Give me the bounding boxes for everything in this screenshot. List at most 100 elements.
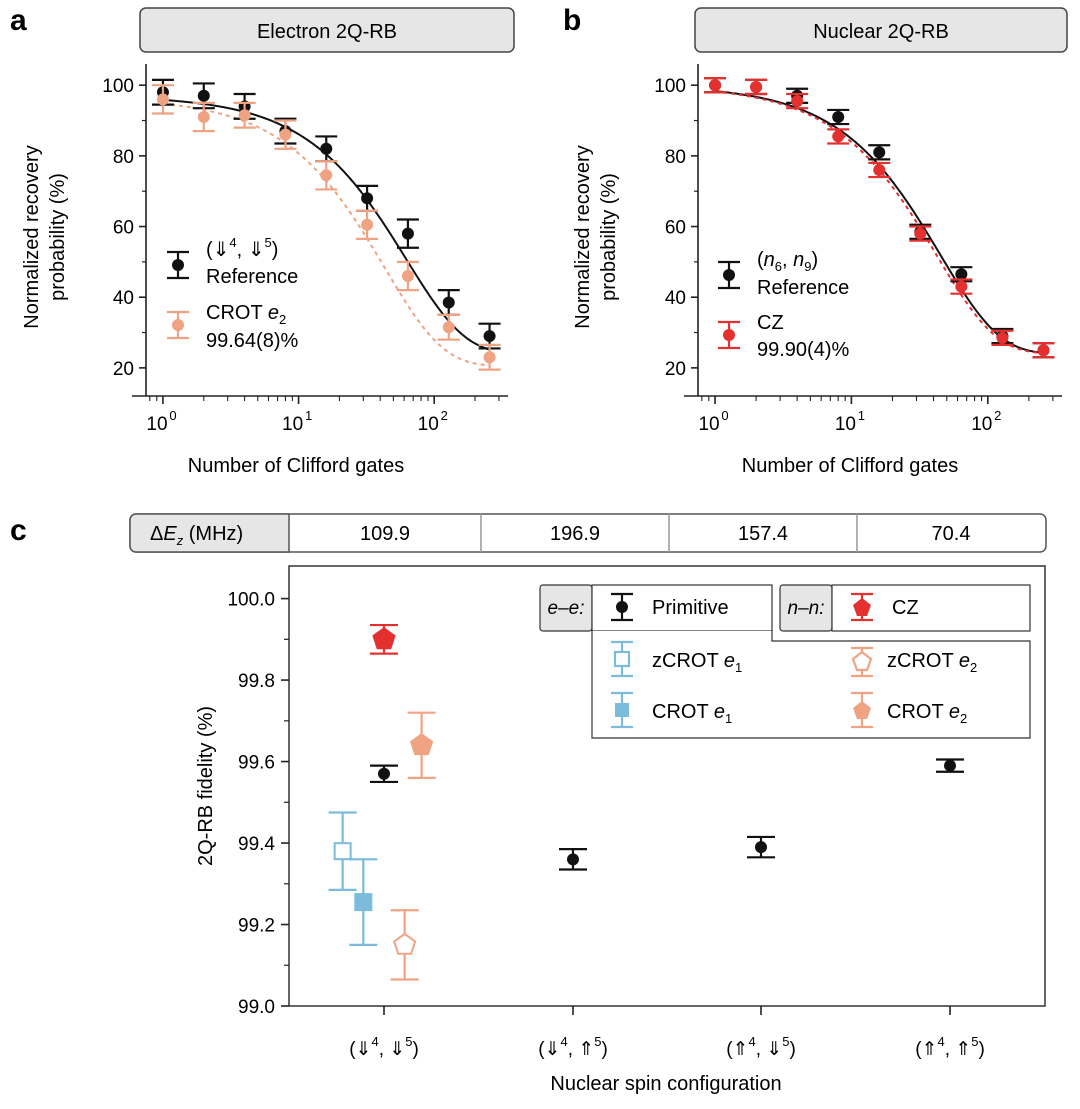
panel-b-legend: (n6, n9) Reference CZ 99.90(4)%: [718, 249, 849, 361]
legend-zcrot-e1-marker: [611, 640, 633, 678]
panel-a-axes: [132, 64, 508, 397]
data-point-zcrot_e1: [328, 811, 357, 891]
svg-text:Normalized recovery: Normalized recovery: [21, 145, 43, 328]
marker-crot_e2: [442, 321, 455, 334]
data-point-primitive: [559, 848, 587, 871]
delta-ez-value-3: 157.4: [738, 523, 788, 545]
data-point-cz: [786, 92, 809, 110]
y-tick-label: 99.0: [238, 997, 275, 1018]
legend-a-reference-config: (⇓4, ⇓5): [206, 235, 278, 261]
legend-ee-tag-text: e–e:: [548, 598, 585, 619]
delta-ez-value-1: 109.9: [360, 523, 410, 545]
marker-cz: [372, 627, 396, 650]
panel-a-title: Electron 2Q-RB: [257, 21, 397, 43]
delta-ez-header: ΔEz (MHz): [150, 523, 243, 548]
marker-zcrot_e2: [393, 932, 417, 955]
panel-c-label: c: [10, 514, 27, 547]
y-tick-label: 80: [113, 147, 134, 168]
svg-text:2Q-RB fidelity (%): 2Q-RB fidelity (%): [195, 706, 217, 866]
marker-cz: [709, 79, 722, 92]
legend-variants-box: [591, 631, 1031, 739]
y-tick-label: 20: [113, 359, 134, 380]
delta-ez-value-4: 70.4: [932, 523, 971, 545]
legend-zcrot-e2-marker: [851, 646, 873, 678]
data-point-crot_e2: [396, 260, 419, 292]
category-label-2: (⇓4, ⇑5): [538, 1034, 608, 1060]
legend-primitive-label: Primitive: [652, 597, 729, 619]
panel-b: b Nuclear 2Q-RB Normalized recovery prob…: [563, 4, 1068, 477]
marker-crot_e2: [238, 109, 251, 122]
legend-a-crot-e2-fidelity: 99.64(8)%: [206, 330, 298, 352]
marker-cz: [791, 95, 804, 108]
panel-b-title-box: [694, 7, 1068, 53]
data-point-cz: [950, 278, 973, 295]
marker-reference: [197, 89, 210, 102]
x-tick-exponent: 2: [441, 408, 448, 423]
legend-a-crot-e2-label: CROT e2: [206, 302, 286, 327]
legend-primitive-marker: [611, 592, 633, 622]
panel-c-category-labels: (⇓4, ⇓5) (⇓4, ⇑5) (⇑4, ⇓5) (⇑4, ⇑5): [349, 1034, 985, 1060]
y-tick-label: 40: [665, 288, 686, 309]
marker-zcrot_e1: [333, 842, 352, 861]
panel-b-data-points: [704, 77, 1055, 359]
data-point-crot_e1: [349, 858, 378, 946]
legend-a-crot-e2-marker: [167, 310, 189, 340]
legend-b-cz-marker: [718, 320, 740, 350]
marker-reference: [955, 268, 968, 281]
x-tick-label: 10: [146, 414, 167, 435]
data-point-crot_e2: [407, 711, 436, 779]
data-point-cz: [745, 78, 768, 96]
panel-b-title: Nuclear 2Q-RB: [813, 21, 949, 43]
marker-primitive: [567, 853, 579, 866]
x-tick-exponent: 0: [721, 408, 728, 423]
marker-cz: [873, 164, 886, 176]
marker-reference: [401, 227, 414, 240]
marker-reference: [873, 146, 886, 159]
marker-cz: [996, 331, 1009, 344]
x-tick-exponent: 2: [994, 408, 1001, 423]
panel-a-title-box: [139, 7, 515, 53]
data-point-cz: [909, 225, 932, 242]
panel-a-legend: (⇓4, ⇓5) Reference CROT e2 99.64(8)%: [167, 235, 298, 352]
legend-crot-e2-label: CROT e2: [887, 701, 967, 726]
data-point-reference: [827, 108, 850, 126]
y-tick-label: 40: [113, 288, 134, 309]
panel-c: c ΔEz (MHz) 109.9 196.9 157.4 70.4 2Q-RB…: [10, 513, 1047, 1095]
legend-b-cz-fidelity: 99.90(4)%: [757, 339, 849, 361]
marker-reference: [832, 111, 845, 123]
marker-crot_e2: [279, 128, 292, 141]
legend-a-reference-label: Reference: [206, 266, 298, 288]
panel-b-axes: [684, 64, 1062, 397]
data-point-cz: [991, 329, 1014, 346]
marker-reference: [320, 142, 333, 155]
category-label-1: (⇓4, ⇓5): [349, 1034, 419, 1060]
x-tick-label: 10: [835, 414, 856, 435]
panel-a-y-axis-label: Normalized recovery probability (%): [21, 145, 69, 328]
panel-a-x-axis-label: Number of Clifford gates: [188, 455, 404, 477]
x-tick-exponent: 0: [169, 408, 176, 423]
delta-ez-header-cell: [129, 513, 290, 553]
panel-b-y-axis-label: Normalized recovery probability (%): [572, 145, 620, 328]
legend-cz-marker: [851, 592, 873, 622]
y-tick-label: 100.0: [227, 590, 275, 611]
data-point-crot_e2: [478, 343, 501, 371]
y-tick-label: 99.2: [238, 916, 275, 937]
data-point-primitive: [370, 764, 398, 784]
panel-c-plot-frame: [288, 565, 1046, 1007]
marker-cz: [955, 280, 968, 293]
svg-text:probability (%): probability (%): [47, 173, 69, 301]
panel-a-data-points: [151, 78, 501, 371]
marker-crot_e2: [156, 93, 169, 106]
y-tick-label: 100: [654, 76, 686, 97]
panel-c-y-axis-label: 2Q-RB fidelity (%): [195, 706, 217, 866]
data-point-crot_e2: [315, 160, 338, 191]
legend-crot-e1-label: CROT e1: [652, 701, 732, 726]
y-tick-label: 99.6: [238, 753, 275, 774]
legend-cz-label: CZ: [892, 597, 919, 619]
data-point-reference: [868, 144, 891, 161]
marker-reference: [483, 330, 496, 343]
marker-cz: [832, 130, 845, 143]
